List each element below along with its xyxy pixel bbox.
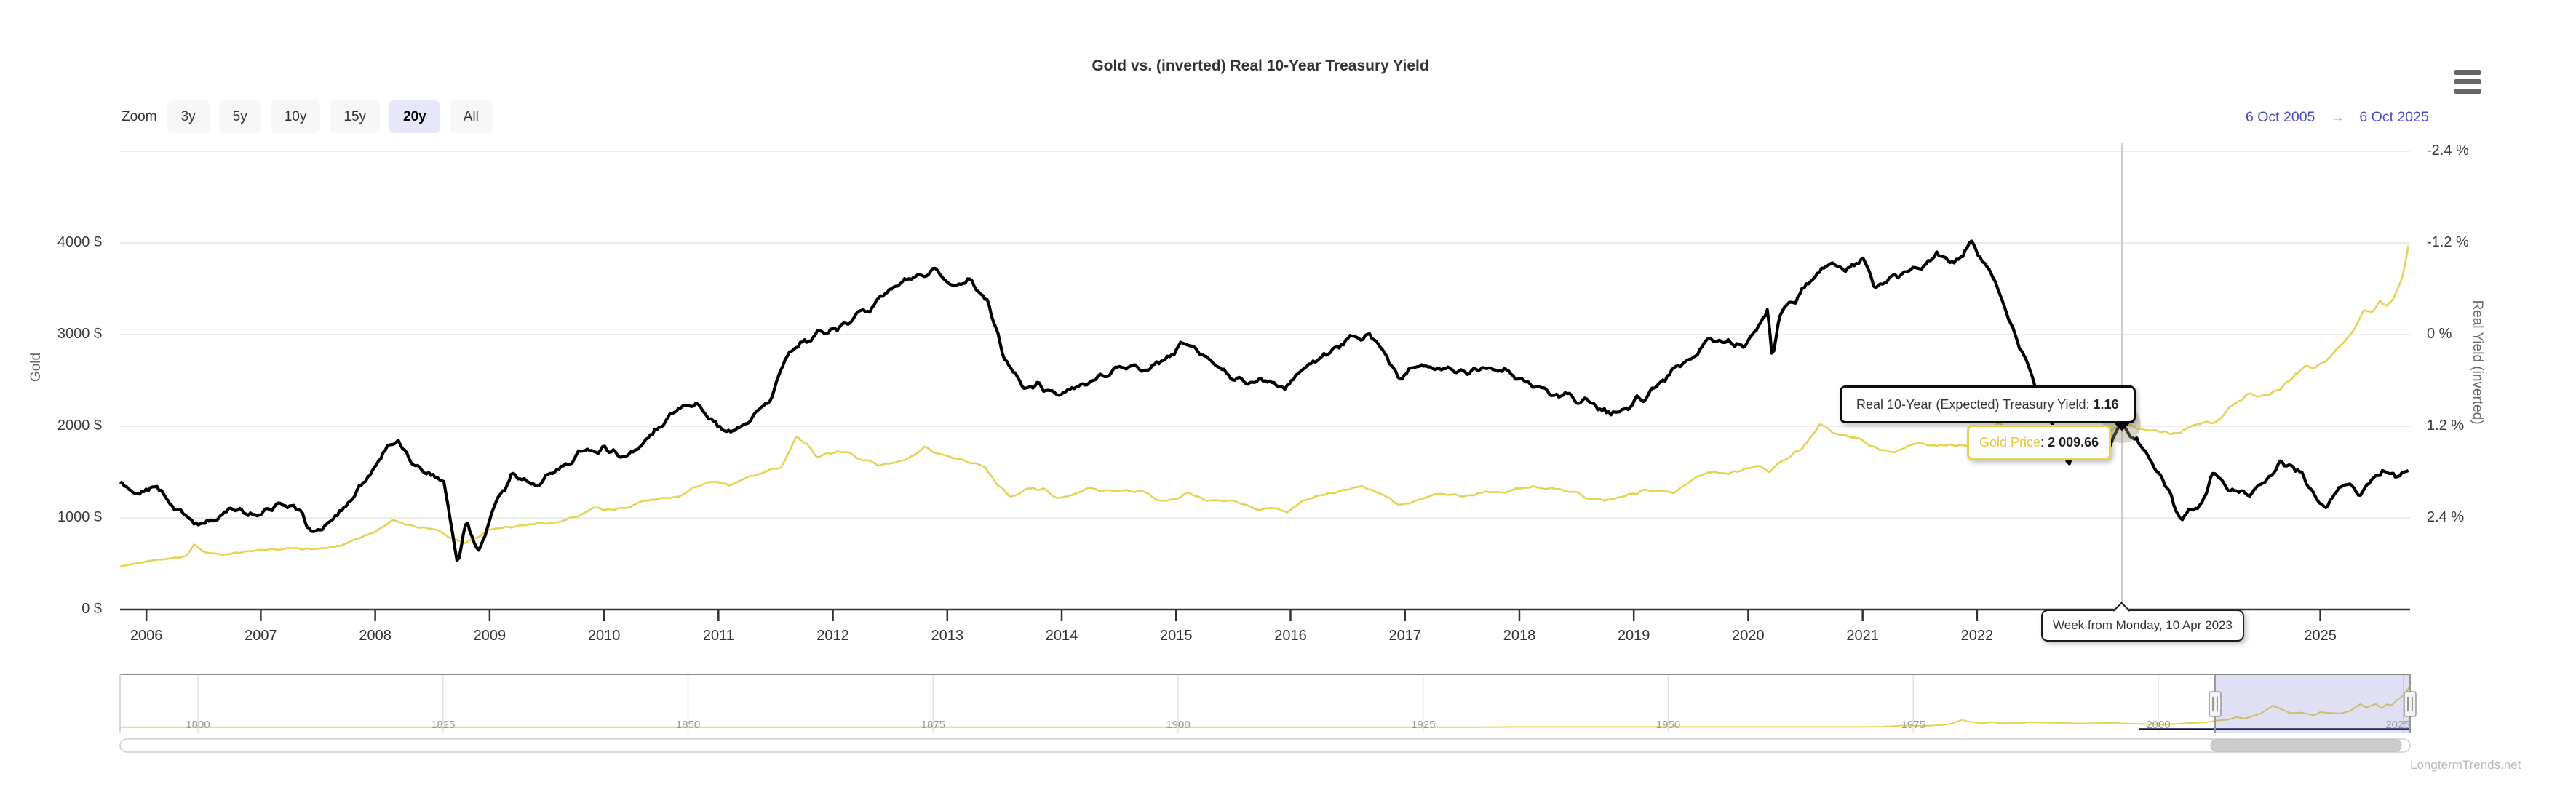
- x-axis-tick-label: 2011: [702, 628, 734, 644]
- navigator-tick-label: 2025: [2385, 719, 2410, 731]
- tooltip-date: Week from Monday, 10 Apr 2023: [2041, 602, 2244, 642]
- x-axis-tick-label: 2022: [1960, 628, 1994, 644]
- tooltip-date-text: Week from Monday, 10 Apr 2023: [2053, 618, 2233, 632]
- real-yield-series-line: [119, 239, 2409, 562]
- tooltip-separator: :: [2040, 435, 2045, 450]
- hamburger-bar: [2454, 79, 2481, 84]
- y-axis-right-tick-label: -2.4 %: [2427, 143, 2469, 159]
- y-axis-right-tick-label: -1.2 %: [2427, 234, 2469, 250]
- hamburger-menu-icon[interactable]: [2454, 70, 2481, 98]
- x-axis-tick-label: 2015: [1160, 628, 1193, 644]
- x-axis-tick-label: 2006: [130, 628, 163, 644]
- y-axis-left-tick-label: 4000 $: [57, 234, 102, 250]
- x-axis-tick-label: 2014: [1045, 628, 1078, 644]
- tooltip-gold-label: Gold Price: [1979, 435, 2041, 450]
- page-title: Gold vs. (inverted) Real 10-Year Treasur…: [1092, 57, 1429, 74]
- zoom-label: Zoom: [122, 108, 157, 124]
- y-axis-left-tick-label: 0 $: [82, 601, 102, 617]
- credits-link[interactable]: LongtermTrends.net: [2410, 758, 2521, 772]
- range-selector: Zoom 3y 5y 10y 15y 20y All: [122, 100, 502, 133]
- navigator-selected-range[interactable]: [2215, 675, 2410, 733]
- x-axis-tick-label: 2008: [359, 628, 391, 644]
- tooltip-separator: :: [2086, 396, 2090, 412]
- zoom-button-10y[interactable]: 10y: [270, 100, 321, 133]
- scrollbar-thumb[interactable]: [2210, 739, 2402, 752]
- y-axis-left-tick-label: 2000 $: [57, 418, 102, 434]
- y-axis-right-title: Real Yield (inverted): [2470, 300, 2485, 425]
- navigator-tick-label: 1825: [431, 719, 456, 731]
- date-range: 6 Oct 2005 → 6 Oct 2025: [2246, 109, 2429, 126]
- x-axis-tick-label: 2009: [473, 628, 506, 644]
- x-axis-tick-label: 2013: [931, 628, 964, 644]
- date-range-from[interactable]: 6 Oct 2005: [2246, 109, 2315, 125]
- x-axis-tick-label: 2007: [245, 628, 277, 644]
- x-axis-tick-label: 2010: [587, 628, 621, 644]
- navigator-handle-right[interactable]: [2404, 691, 2417, 717]
- navigator-gold-line: [119, 682, 2412, 728]
- zoom-button-3y[interactable]: 3y: [167, 100, 210, 133]
- x-axis-tick-label: 2012: [816, 628, 849, 644]
- navigator-tick-label: 1850: [675, 719, 701, 731]
- tooltip-yield-label: Real 10-Year (Expected) Treasury Yield: [1856, 396, 2086, 412]
- x-axis-tick-label: 2020: [1732, 628, 1765, 644]
- navigator-tick-label: 1975: [1901, 719, 1925, 731]
- y-axis-left-tick-label: 1000 $: [57, 509, 102, 525]
- navigator-tick-label: 1950: [1655, 719, 1681, 731]
- zoom-button-20y[interactable]: 20y: [389, 100, 440, 133]
- x-axis-tick-label: 2021: [1846, 628, 1879, 644]
- tooltip-yield: Real 10-Year (Expected) Treasury Yield:1…: [1840, 385, 2136, 423]
- x-axis-tick-label: 2018: [1503, 628, 1536, 644]
- scrollbar-track[interactable]: [119, 738, 2411, 753]
- navigator-tick-label: 2000: [2146, 719, 2171, 731]
- date-range-to[interactable]: 6 Oct 2025: [2359, 109, 2429, 125]
- navigator-tick-label: 1925: [1411, 719, 1436, 731]
- x-axis-tick-label: 2017: [1388, 628, 1421, 644]
- zoom-button-5y[interactable]: 5y: [218, 100, 261, 133]
- navigator-tick-label: 1900: [1166, 719, 1190, 731]
- x-axis-tick-label: 2016: [1274, 628, 1307, 644]
- y-axis-left-title: Gold: [28, 352, 44, 383]
- navigator-tick-label: 1800: [186, 719, 210, 731]
- y-axis-right-tick-label: 0 %: [2427, 326, 2452, 342]
- x-axis-tick-label: 2019: [1617, 628, 1650, 644]
- y-axis-right-tick-label: 1.2 %: [2427, 418, 2465, 434]
- zoom-button-15y[interactable]: 15y: [330, 100, 381, 133]
- plot-area[interactable]: [120, 143, 2410, 610]
- tooltip-gold-value: 2 009.66: [2048, 435, 2099, 450]
- navigator-tick-label: 1875: [921, 719, 945, 731]
- y-axis-right-tick-label: 2.4 %: [2427, 509, 2465, 525]
- x-axis-tick-label: 2025: [2304, 628, 2337, 644]
- navigator-handle-left[interactable]: [2209, 691, 2222, 717]
- y-axis-left-tick-label: 3000 $: [57, 326, 102, 342]
- arrow-right-icon: →: [2330, 109, 2345, 125]
- hamburger-bar: [2454, 70, 2481, 75]
- tooltip-gold: Gold Price:2 009.66: [1967, 425, 2112, 460]
- tooltip-yield-value: 1.16: [2093, 396, 2119, 412]
- hamburger-bar: [2454, 89, 2481, 94]
- zoom-button-all[interactable]: All: [449, 100, 493, 133]
